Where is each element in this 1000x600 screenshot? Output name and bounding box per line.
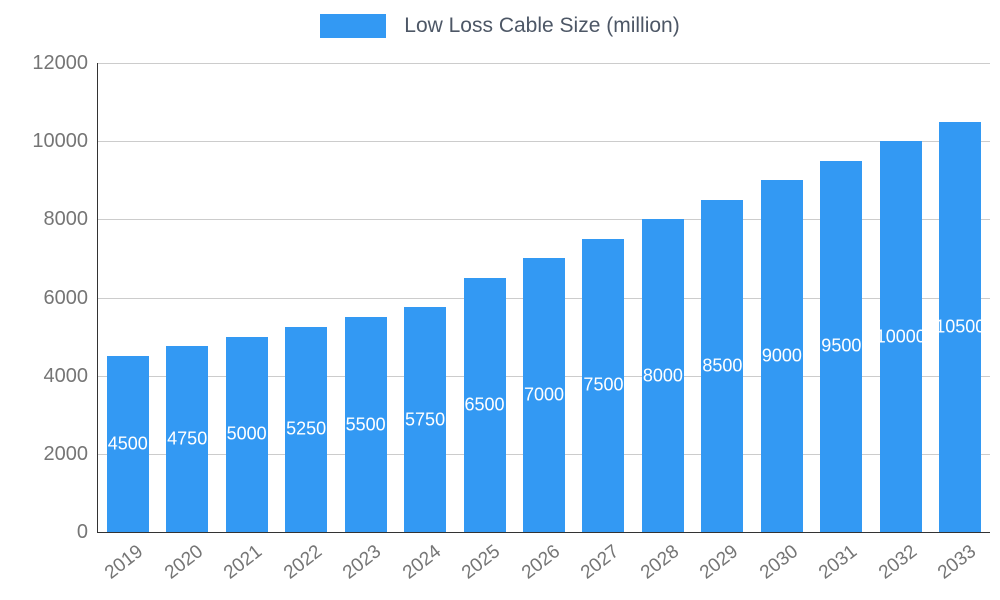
bar[interactable] [939, 121, 982, 532]
x-tick-label: 2031 [815, 541, 862, 584]
gridline [98, 63, 990, 64]
bar[interactable] [701, 199, 744, 532]
bar[interactable] [285, 326, 328, 532]
y-tick-label: 4000 [43, 364, 89, 387]
x-tick-label: 2020 [160, 541, 208, 584]
legend-swatch-icon [320, 14, 387, 38]
bar[interactable] [344, 317, 387, 532]
legend-label: Low Loss Cable Size (million) [404, 14, 680, 37]
bar[interactable] [106, 356, 149, 532]
bar[interactable] [523, 258, 565, 532]
x-tick-label: 2032 [874, 541, 921, 584]
y-tick-label: 8000 [43, 208, 89, 231]
x-tick-label: 2022 [279, 541, 327, 584]
bar[interactable] [166, 346, 209, 532]
legend: Low Loss Cable Size (million) [0, 14, 1000, 38]
bar[interactable] [225, 336, 268, 532]
y-tick-label: 12000 [32, 52, 88, 74]
bar[interactable] [879, 141, 922, 532]
y-tick-label: 10000 [32, 130, 88, 153]
x-tick-label: 2028 [636, 541, 683, 584]
bar[interactable] [582, 238, 625, 532]
gridline [98, 141, 990, 143]
bar[interactable] [463, 277, 506, 532]
x-tick-label: 2023 [339, 541, 386, 584]
gridline [98, 219, 990, 221]
bar[interactable] [820, 160, 863, 532]
x-tick-label: 2029 [696, 541, 743, 584]
bar[interactable] [760, 180, 803, 532]
x-tick-label: 2025 [458, 541, 505, 584]
x-tick-label: 2024 [398, 541, 446, 584]
x-tick-label: 2030 [755, 541, 802, 584]
y-tick-label: 2000 [43, 442, 89, 465]
x-tick-label: 2027 [577, 541, 624, 584]
plot-area: 4500 4750 5000 5250 5500 5750 6500 7000 7500 8000… [97, 63, 990, 533]
x-tick-label: 2033 [933, 541, 981, 584]
y-axis-labels: 0 2000 4000 6000 8000 10000 12000 [0, 0, 88, 600]
x-tick-label: 2026 [517, 541, 564, 584]
y-tick-label: 0 [76, 521, 88, 543]
y-tick-label: 6000 [43, 286, 89, 309]
x-tick-label: 2021 [220, 541, 267, 584]
bar[interactable] [641, 219, 684, 532]
bar[interactable] [404, 307, 447, 532]
x-tick-label: 2019 [101, 541, 148, 584]
